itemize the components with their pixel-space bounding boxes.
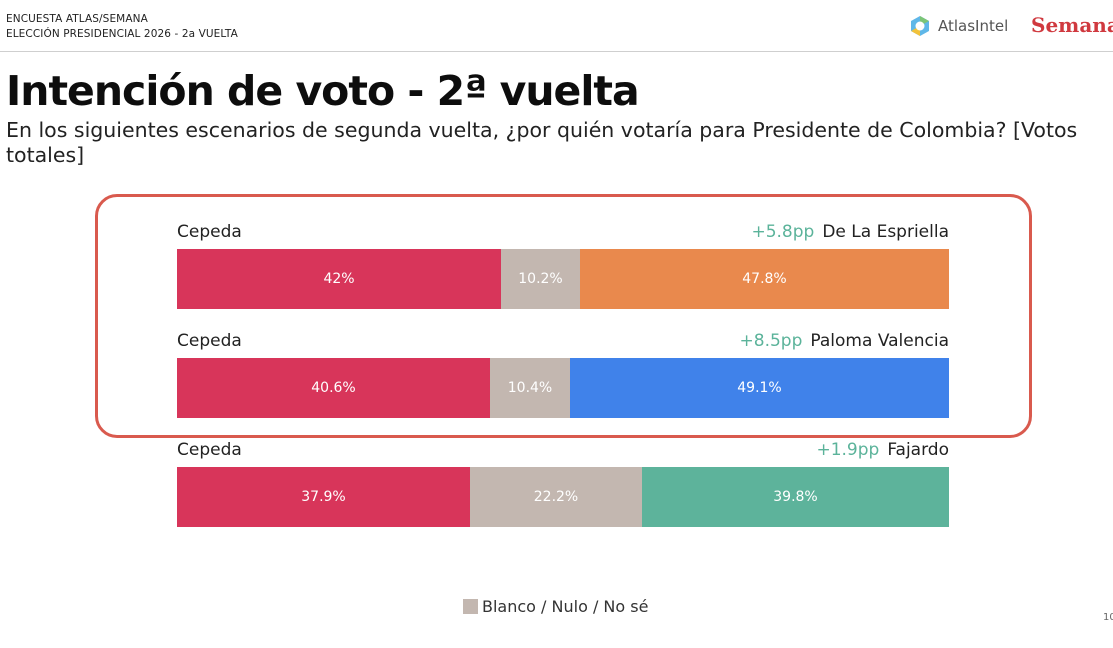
margin-label: +8.5pp: [739, 331, 803, 351]
scenario-header: Cepeda +1.9pp Fajardo: [177, 440, 949, 462]
scenario-1: Cepeda +5.8pp De La Espriella 42% 10.2% 47.8%: [177, 222, 949, 309]
scenario-2: Cepeda +8.5pp Paloma Valencia 40.6% 10.4% 49.…: [177, 331, 949, 418]
stacked-bar: 37.9% 22.2% 39.8%: [177, 467, 949, 527]
atlasintel-logo: AtlasIntel: [908, 13, 1008, 39]
candidate-right-label: De La Espriella: [822, 222, 949, 242]
bar-segment-blank: 22.2%: [470, 467, 642, 527]
header-divider: [0, 51, 1113, 52]
candidate-right-label: Fajardo: [887, 440, 949, 460]
margin-label: +5.8pp: [751, 222, 815, 242]
survey-subtitle: ELECCIÓN PRESIDENCIAL 2026 - 2a VUELTA: [6, 28, 238, 40]
legend-swatch-blank: [463, 599, 478, 614]
candidate-right-group: +8.5pp Paloma Valencia: [740, 331, 949, 351]
bar-segment-cepeda: 42%: [177, 249, 501, 309]
bar-segment-cepeda: 40.6%: [177, 358, 490, 418]
bar-segment-fajardo: 39.8%: [642, 467, 949, 527]
scenario-3: Cepeda +1.9pp Fajardo 37.9% 22.2% 39.8%: [177, 440, 949, 527]
scenario-header: Cepeda +5.8pp De La Espriella: [177, 222, 949, 244]
candidate-right-label: Paloma Valencia: [810, 331, 949, 351]
bar-segment-blank: 10.4%: [490, 358, 570, 418]
page-number: 10: [1103, 612, 1113, 623]
highlight-frame: [95, 194, 1032, 438]
page-subtitle: En los siguientes escenarios de segunda …: [6, 118, 1078, 167]
survey-header: ENCUESTA ATLAS/SEMANA ELECCIÓN PRESIDENC…: [6, 12, 238, 42]
bar-segment-cepeda: 37.9%: [177, 467, 470, 527]
candidate-right-group: +1.9pp Fajardo: [816, 440, 949, 460]
survey-name: ENCUESTA ATLAS/SEMANA: [6, 13, 148, 25]
margin-label: +1.9pp: [816, 440, 880, 460]
stacked-bar: 42% 10.2% 47.8%: [177, 249, 949, 309]
candidate-right-group: +5.8pp De La Espriella: [751, 222, 949, 242]
scenario-header: Cepeda +8.5pp Paloma Valencia: [177, 331, 949, 353]
semana-logo: Semana: [1031, 13, 1113, 37]
page-title: Intención de voto - 2ª vuelta: [6, 67, 640, 115]
stacked-bar: 40.6% 10.4% 49.1%: [177, 358, 949, 418]
atlasintel-mark-icon: [911, 16, 929, 36]
atlasintel-label: AtlasIntel: [938, 17, 1009, 35]
legend: Blanco / Nulo / No sé: [463, 597, 648, 616]
candidate-left-label: Cepeda: [177, 331, 242, 351]
candidate-left-label: Cepeda: [177, 222, 242, 242]
bar-segment-paloma_valencia: 49.1%: [570, 358, 949, 418]
candidate-left-label: Cepeda: [177, 440, 242, 460]
legend-label-blank: Blanco / Nulo / No sé: [482, 597, 649, 616]
bar-segment-de_la_espriella: 47.8%: [580, 249, 949, 309]
bar-segment-blank: 10.2%: [501, 249, 580, 309]
